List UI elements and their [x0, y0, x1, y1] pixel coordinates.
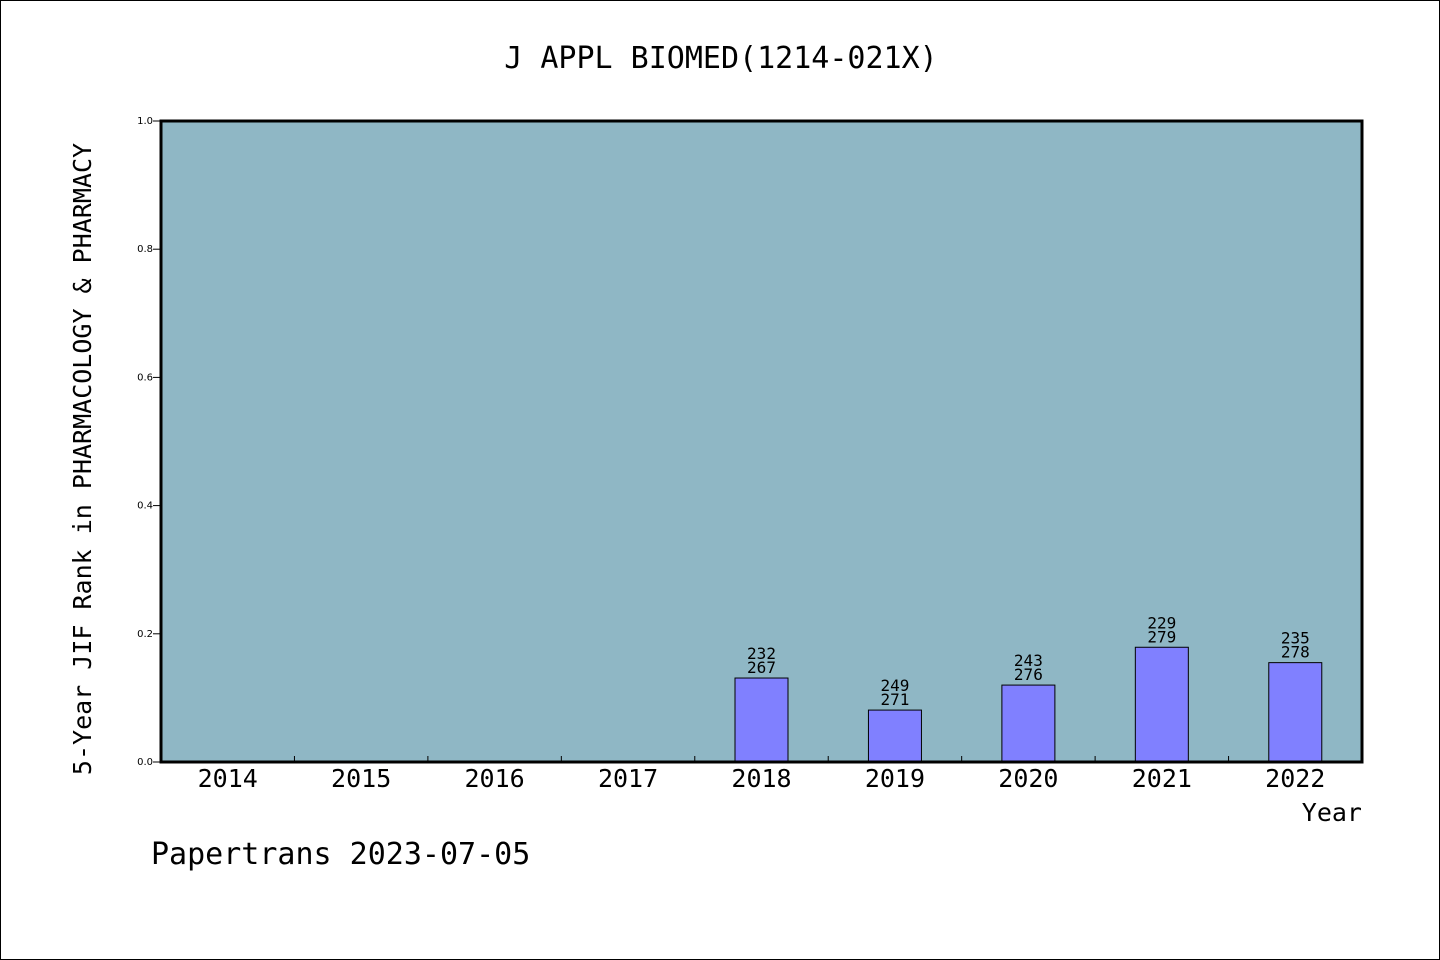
x-tick-label: 2022 [1265, 764, 1325, 793]
ticks-group: 0.0 0.2 0.4 0.6 0.8 1.0 2014 2015 2016 2017 2018 20… [137, 116, 1325, 793]
bar-2019 [867, 709, 922, 763]
y-tick-label: 0.6 [137, 372, 153, 383]
x-tick-label: 2015 [331, 764, 391, 793]
bar-rank-label: 249 [880, 676, 909, 695]
x-tick-label: 2021 [1132, 764, 1192, 793]
y-tick-label: 0.0 [137, 757, 153, 768]
chart-title: J APPL BIOMED(1214-021X) [504, 41, 937, 76]
bar-rank-label: 235 [1281, 629, 1310, 648]
x-tick-label: 2016 [465, 764, 525, 793]
bar-rank-label: 229 [1147, 613, 1176, 632]
y-tick-label: 0.4 [137, 501, 153, 512]
x-tick-label: 2019 [865, 764, 925, 793]
y-tick-label: 0.2 [137, 629, 153, 640]
bar-total-label: 267 [747, 658, 776, 677]
bar-total-label: 279 [1147, 627, 1176, 646]
bar-2018 [734, 677, 789, 763]
bar-2021 [1134, 646, 1189, 763]
x-axis-label: Year [1302, 798, 1362, 827]
x-tick-label: 2020 [998, 764, 1058, 793]
x-tick-label: 2017 [598, 764, 658, 793]
footer-watermark: Papertrans 2023-07-05 [151, 837, 530, 872]
bar-rank-label: 243 [1014, 651, 1043, 670]
bar-2020 [1001, 684, 1056, 763]
bar-total-label: 276 [1014, 665, 1043, 684]
bar-total-label: 278 [1281, 643, 1310, 662]
plot-border [159, 119, 1364, 764]
y-tick-label: 0.8 [137, 244, 153, 255]
x-tick-label: 2014 [198, 764, 258, 793]
bar-total-label: 271 [880, 690, 909, 709]
x-tick-label: 2018 [731, 764, 791, 793]
y-axis-label: 5-Year JIF Rank in PHARMACOLOGY & PHARMA… [68, 143, 97, 775]
y-tick-label: 1.0 [137, 116, 153, 127]
bar-2022 [1268, 662, 1323, 763]
bar-rank-label: 232 [747, 644, 776, 663]
